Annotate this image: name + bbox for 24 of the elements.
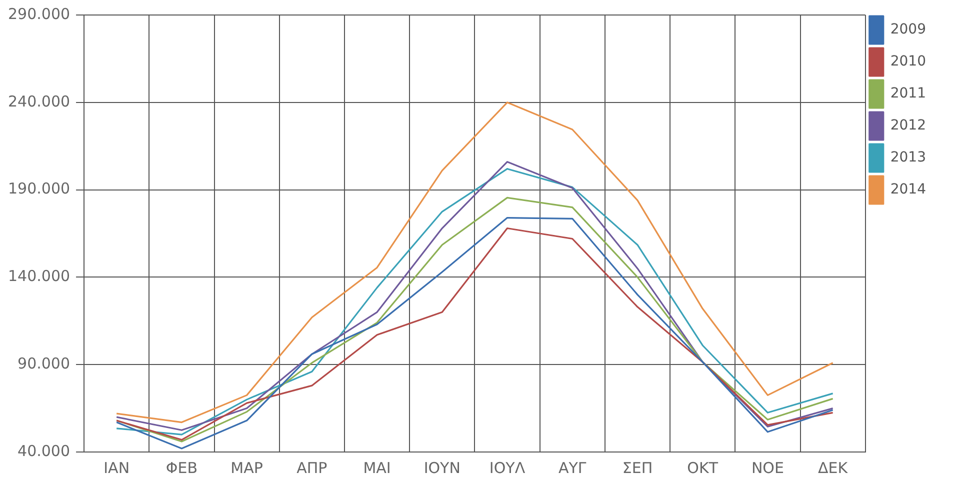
x-tick-label: ΑΠΡ [296, 458, 328, 477]
x-tick-label: ΝΟΕ [751, 458, 784, 477]
x-tick-label: ΙΟΥΝ [424, 458, 460, 477]
legend-label: 2013 [890, 150, 926, 166]
y-tick-label: 290.000 [8, 4, 70, 23]
x-tick-label: ΑΥΓ [558, 458, 587, 477]
x-tick-label: ΣΕΠ [622, 458, 653, 477]
x-tick-label: ΟΚΤ [687, 458, 719, 477]
y-tick-label: 240.000 [8, 92, 70, 110]
legend-label: 2014 [890, 182, 926, 198]
y-tick-label: 190.000 [8, 180, 70, 198]
x-tick-label: ΜΑΙ [363, 458, 391, 477]
legend-label: 2012 [890, 118, 926, 134]
legend-label: 2009 [890, 22, 926, 38]
x-tick-label: ΙΟΥΛ [489, 458, 526, 477]
x-tick-label: ΜΑΡ [230, 458, 263, 477]
legend-label: 2011 [890, 86, 926, 102]
y-tick-label: 90.000 [18, 354, 70, 372]
x-tick-label: ΦΕΒ [166, 458, 198, 477]
x-tick-label: ΙΑΝ [104, 458, 130, 477]
x-tick-label: ΔΕΚ [818, 458, 849, 477]
y-tick-label: 40.000 [18, 442, 70, 460]
y-tick-label: 140.000 [8, 267, 70, 286]
legend-label: 2010 [890, 54, 926, 70]
